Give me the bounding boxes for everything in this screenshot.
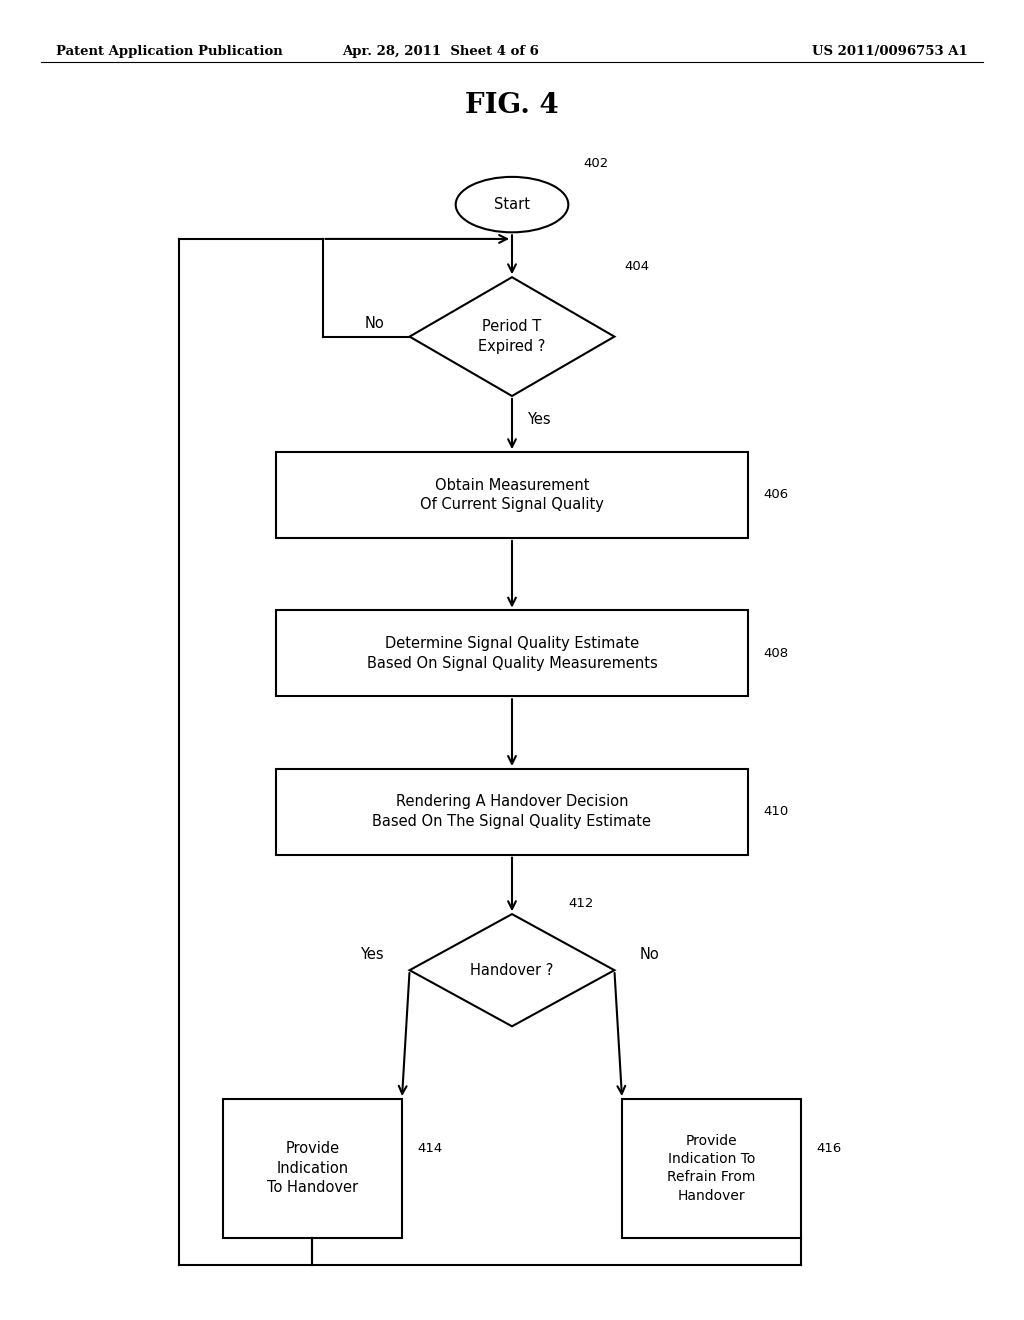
Bar bbox=[276, 768, 748, 855]
Text: Start: Start bbox=[494, 197, 530, 213]
Text: Provide
Indication
To Handover: Provide Indication To Handover bbox=[267, 1140, 357, 1196]
Bar bbox=[276, 610, 748, 697]
Text: Apr. 28, 2011  Sheet 4 of 6: Apr. 28, 2011 Sheet 4 of 6 bbox=[342, 45, 539, 58]
Bar bbox=[276, 451, 748, 539]
Text: 406: 406 bbox=[763, 488, 788, 502]
Text: No: No bbox=[640, 946, 659, 962]
Text: US 2011/0096753 A1: US 2011/0096753 A1 bbox=[812, 45, 968, 58]
Text: 412: 412 bbox=[568, 898, 594, 911]
Text: 410: 410 bbox=[763, 805, 788, 818]
Text: 414: 414 bbox=[418, 1142, 442, 1155]
Text: FIG. 4: FIG. 4 bbox=[465, 92, 559, 119]
Bar bbox=[622, 1098, 801, 1238]
Text: Yes: Yes bbox=[527, 412, 551, 426]
Text: Patent Application Publication: Patent Application Publication bbox=[56, 45, 283, 58]
Bar bbox=[223, 1098, 401, 1238]
Text: Period T
Expired ?: Period T Expired ? bbox=[478, 319, 546, 354]
Text: 404: 404 bbox=[625, 260, 650, 273]
Text: Provide
Indication To
Refrain From
Handover: Provide Indication To Refrain From Hando… bbox=[668, 1134, 756, 1203]
Text: Rendering A Handover Decision
Based On The Signal Quality Estimate: Rendering A Handover Decision Based On T… bbox=[373, 795, 651, 829]
Text: Handover ?: Handover ? bbox=[470, 962, 554, 978]
Text: 416: 416 bbox=[817, 1142, 842, 1155]
Text: Determine Signal Quality Estimate
Based On Signal Quality Measurements: Determine Signal Quality Estimate Based … bbox=[367, 636, 657, 671]
Text: No: No bbox=[365, 315, 384, 331]
Text: Obtain Measurement
Of Current Signal Quality: Obtain Measurement Of Current Signal Qua… bbox=[420, 478, 604, 512]
Text: 402: 402 bbox=[584, 157, 609, 170]
Text: Yes: Yes bbox=[360, 946, 384, 962]
Text: 408: 408 bbox=[763, 647, 788, 660]
